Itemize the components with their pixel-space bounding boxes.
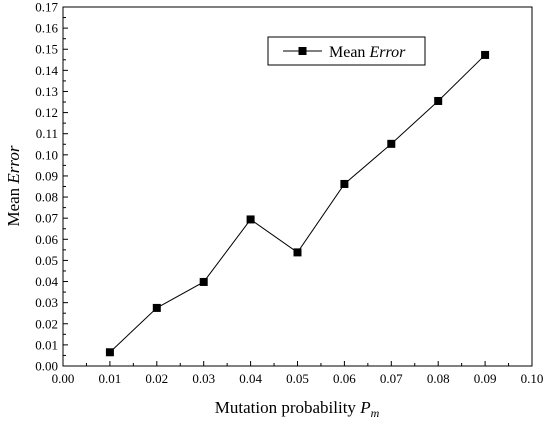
x-tick-label: 0.07 — [380, 371, 403, 386]
data-point-marker — [340, 179, 349, 188]
data-point-marker — [434, 96, 443, 105]
data-point-marker — [105, 348, 114, 357]
x-tick-label: 0.01 — [99, 371, 122, 386]
data-point-marker — [199, 277, 208, 286]
y-tick-label: 0.12 — [35, 105, 58, 120]
y-tick-label: 0.07 — [35, 211, 58, 226]
data-point-marker — [152, 303, 161, 312]
x-axis-title: Mutation probability Pm — [215, 398, 380, 420]
axis-ticks — [62, 6, 533, 367]
legend: Mean Error — [267, 36, 426, 66]
y-tick-label: 0.11 — [36, 126, 58, 141]
y-tick-label: 0.00 — [35, 359, 58, 374]
y-tick-label: 0.08 — [35, 190, 58, 205]
y-tick-label: 0.03 — [35, 295, 58, 310]
data-point-marker — [387, 139, 396, 148]
y-tick-label: 0.16 — [35, 21, 58, 36]
x-tick-label: 0.09 — [474, 371, 497, 386]
x-tick-label: 0.02 — [145, 371, 168, 386]
x-tick-label: 0.05 — [286, 371, 309, 386]
legend-label-mean-error: Mean Error — [329, 44, 406, 61]
y-tick-label: 0.06 — [35, 232, 58, 247]
x-tick-label: 0.08 — [427, 371, 450, 386]
x-tick-label: 0.10 — [521, 371, 544, 386]
series-line-mean-error — [109, 54, 486, 353]
x-tick-label: 0.06 — [333, 371, 356, 386]
data-point-marker — [246, 215, 255, 224]
x-tick-label: 0.00 — [52, 371, 75, 386]
y-tick-label: 0.05 — [35, 253, 58, 268]
y-tick-label: 0.01 — [35, 337, 58, 352]
data-point-marker — [481, 50, 490, 59]
x-tick-label: 0.03 — [192, 371, 215, 386]
y-tick-label: 0.09 — [35, 168, 58, 183]
y-tick-label: 0.13 — [35, 84, 58, 99]
y-tick-label: 0.10 — [35, 147, 58, 162]
y-tick-label: 0.04 — [35, 274, 58, 289]
y-tick-label: 0.14 — [35, 63, 58, 78]
series-markers — [105, 50, 490, 357]
y-tick-label: 0.02 — [35, 316, 58, 331]
y-tick-label: 0.17 — [35, 0, 58, 15]
x-tick-label: 0.04 — [239, 371, 262, 386]
data-point-marker — [293, 248, 302, 257]
axis-tick-labels: 0.00 0.01 0.02 0.03 0.04 0.05 0.06 0.07 0.08 0.09… — [35, 0, 543, 386]
y-tick-label: 0.15 — [35, 42, 58, 57]
legend-marker-square — [298, 47, 307, 55]
y-axis-title: Mean Error — [4, 145, 23, 226]
